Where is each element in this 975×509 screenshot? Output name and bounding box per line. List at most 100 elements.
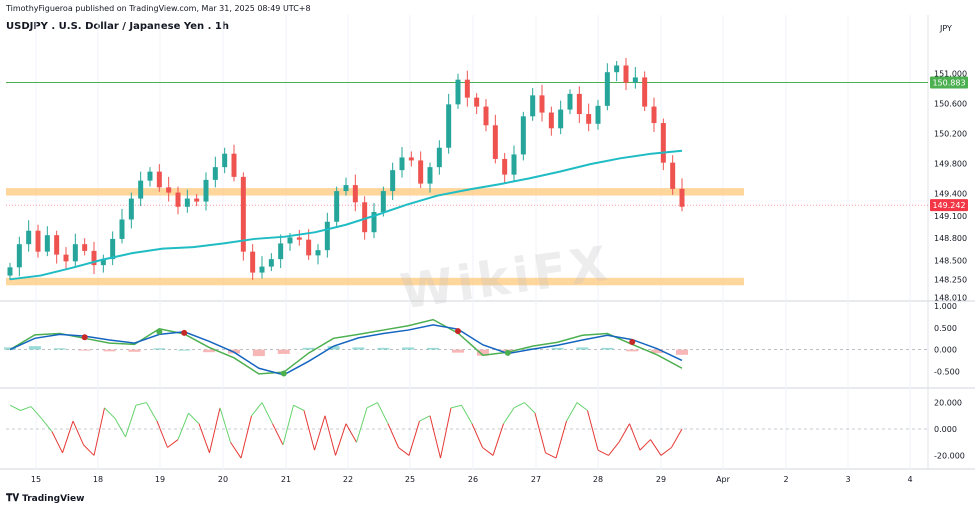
macd-histogram-bar <box>352 347 365 350</box>
candle-body <box>184 198 190 207</box>
oscillator-segment <box>545 452 557 459</box>
macd-histogram-bar <box>103 349 116 352</box>
chart-axes: 15 18 19 20 21 22 25 26 27 28 29 Apr 2 3 4 151.000 150.6… <box>31 70 968 484</box>
crossover-dot <box>504 349 511 356</box>
x-tick-label: 26 <box>468 475 478 484</box>
candle-body <box>250 251 256 273</box>
oscillator-segment <box>146 402 158 422</box>
candle-body <box>352 185 358 203</box>
candle-body <box>128 198 134 220</box>
candle-body <box>231 153 237 177</box>
price-badge <box>930 199 968 212</box>
macd-histogram-bar <box>377 347 390 350</box>
oscillator-segment <box>51 431 63 454</box>
candle-body <box>371 212 377 233</box>
candle-body <box>548 112 554 129</box>
candle-body <box>670 162 676 189</box>
candle-body <box>539 95 545 113</box>
candle-body <box>623 65 629 83</box>
oscillator-segment <box>114 418 126 438</box>
candle-body <box>343 185 349 192</box>
x-tick-label: 18 <box>93 475 103 484</box>
candle-body <box>315 250 321 256</box>
macd-histogram-bar <box>476 349 489 356</box>
crossover-dot <box>181 329 188 336</box>
currency-code: JPY <box>940 24 952 33</box>
candle-body <box>138 180 144 199</box>
macd-line <box>9 318 683 375</box>
oscillator-segment <box>387 423 399 448</box>
candle-body <box>492 125 498 159</box>
oscillator-segment <box>240 415 252 459</box>
oscillator-segment <box>72 420 84 446</box>
candle-body <box>614 65 620 73</box>
macd-histogram-bar <box>4 347 16 350</box>
zone-rect <box>6 188 744 196</box>
candle-body <box>530 95 536 117</box>
price-candles <box>7 57 685 281</box>
oscillator-segment <box>261 402 273 424</box>
oscillator-segment <box>93 407 105 456</box>
oscillator-segment <box>41 418 53 432</box>
oscillator-segment <box>188 412 200 425</box>
candle-body <box>278 243 284 260</box>
oscillator-segment <box>587 410 599 451</box>
oscillator-segment <box>398 447 410 456</box>
price-tick-label: 151.000 <box>934 70 967 79</box>
candle-body <box>147 171 153 181</box>
price-tick-label: 148.250 <box>934 275 967 284</box>
macd-histogram-bar <box>576 347 589 350</box>
oscillator-segment <box>230 441 242 459</box>
macd-histogram-bar <box>252 349 265 357</box>
oscillator-segment <box>597 449 609 456</box>
candle-body <box>212 167 218 180</box>
moving-average <box>9 149 683 281</box>
candle-body <box>119 219 125 239</box>
price-tick-label: 148.800 <box>934 234 967 243</box>
candle-body <box>194 198 200 202</box>
x-tick-label: 22 <box>343 475 353 484</box>
macd-histogram-bar <box>302 347 315 350</box>
oscillator-tick-label: 20.000 <box>934 399 962 408</box>
tradingview-logo[interactable]: 𝐓𝐕 TradingView <box>6 493 84 504</box>
candle-body <box>222 153 228 168</box>
oscillator-segment <box>429 415 441 459</box>
price-tick-label: 150.600 <box>934 100 967 109</box>
candle-body <box>380 191 386 213</box>
macd-histogram-bar <box>128 349 141 352</box>
macd-histogram-bar <box>178 349 191 351</box>
candle-body <box>474 97 480 107</box>
oscillator-segment <box>639 439 651 451</box>
oscillator-segment <box>156 420 168 448</box>
oscillator-segment <box>83 444 95 456</box>
candle-body <box>63 254 69 262</box>
oscillator-segment <box>629 423 641 451</box>
price-tick-label: 149.100 <box>934 212 967 221</box>
macd-histogram-bar <box>78 349 91 351</box>
candle-body <box>399 157 405 171</box>
candle-body <box>464 79 470 98</box>
candle-body <box>586 114 592 124</box>
oscillator-segment <box>503 407 515 424</box>
candle-body <box>511 154 517 175</box>
oscillator-segment <box>324 415 336 456</box>
macd-histogram-bar <box>601 347 614 350</box>
macd-histogram-bar <box>676 349 688 355</box>
macd-histogram-bar <box>651 349 664 354</box>
candle-body <box>296 237 302 240</box>
candle-body <box>418 160 424 184</box>
oscillator-segment <box>608 441 620 456</box>
chart-grid <box>0 15 975 470</box>
macd-histogram-bar <box>327 346 340 350</box>
oscillator-segment <box>671 428 683 448</box>
oscillator-segment <box>513 402 525 409</box>
oscillator-segment <box>198 423 210 453</box>
candle-body <box>660 123 666 163</box>
macd-histogram-bar <box>53 348 66 350</box>
oscillator-segment <box>335 423 347 456</box>
macd-histogram-bar <box>452 349 464 353</box>
x-tick-label: 28 <box>593 475 603 484</box>
oscillator-segment <box>618 423 630 443</box>
macd-histogram-bar <box>277 349 290 354</box>
